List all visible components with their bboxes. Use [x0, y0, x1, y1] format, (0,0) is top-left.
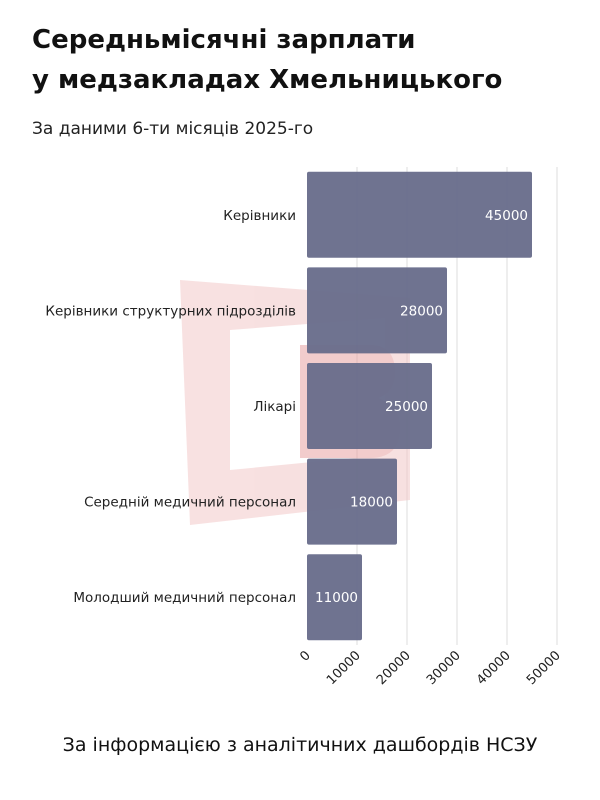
bar	[307, 171, 532, 258]
category-label: Керівники структурних підрозділів	[45, 303, 296, 319]
x-tick-label: 10000	[324, 648, 364, 688]
category-label: Молодший медичний персонал	[73, 590, 296, 606]
value-label: 28000	[400, 303, 443, 319]
x-tick-label: 20000	[374, 648, 414, 688]
chart-title-line-1: Середньмісячні зарплати	[32, 25, 416, 55]
category-label: Середній медичний персонал	[84, 495, 296, 511]
bar	[307, 458, 397, 545]
x-tick-label: 50000	[524, 648, 564, 688]
x-tick-label: 40000	[474, 648, 514, 688]
source-note: За інформацією з аналітичних дашбордів Н…	[62, 734, 538, 756]
bar	[307, 554, 362, 641]
bar	[307, 267, 447, 354]
chart-title: Середньмісячні зарплати у медзакладах Хм…	[32, 20, 572, 100]
x-tick-label: 30000	[424, 648, 464, 688]
x-tick-label: 0	[297, 648, 313, 664]
bars	[307, 171, 532, 641]
bar	[307, 363, 432, 449]
bar-chart: 0 10000 20000 30000 40000 50000 Керівники 45000…	[45, 167, 564, 688]
category-label: Керівники	[223, 208, 296, 224]
chart-title-line-2: у медзакладах Хмельницького	[32, 65, 503, 95]
value-label: 25000	[385, 399, 428, 415]
chart-subtitle: За даними 6-ти місяців 2025-го	[32, 119, 314, 139]
value-label: 18000	[350, 495, 393, 511]
category-label: Лікарі	[253, 399, 296, 415]
value-label: 45000	[485, 208, 528, 224]
value-label: 11000	[315, 590, 358, 606]
